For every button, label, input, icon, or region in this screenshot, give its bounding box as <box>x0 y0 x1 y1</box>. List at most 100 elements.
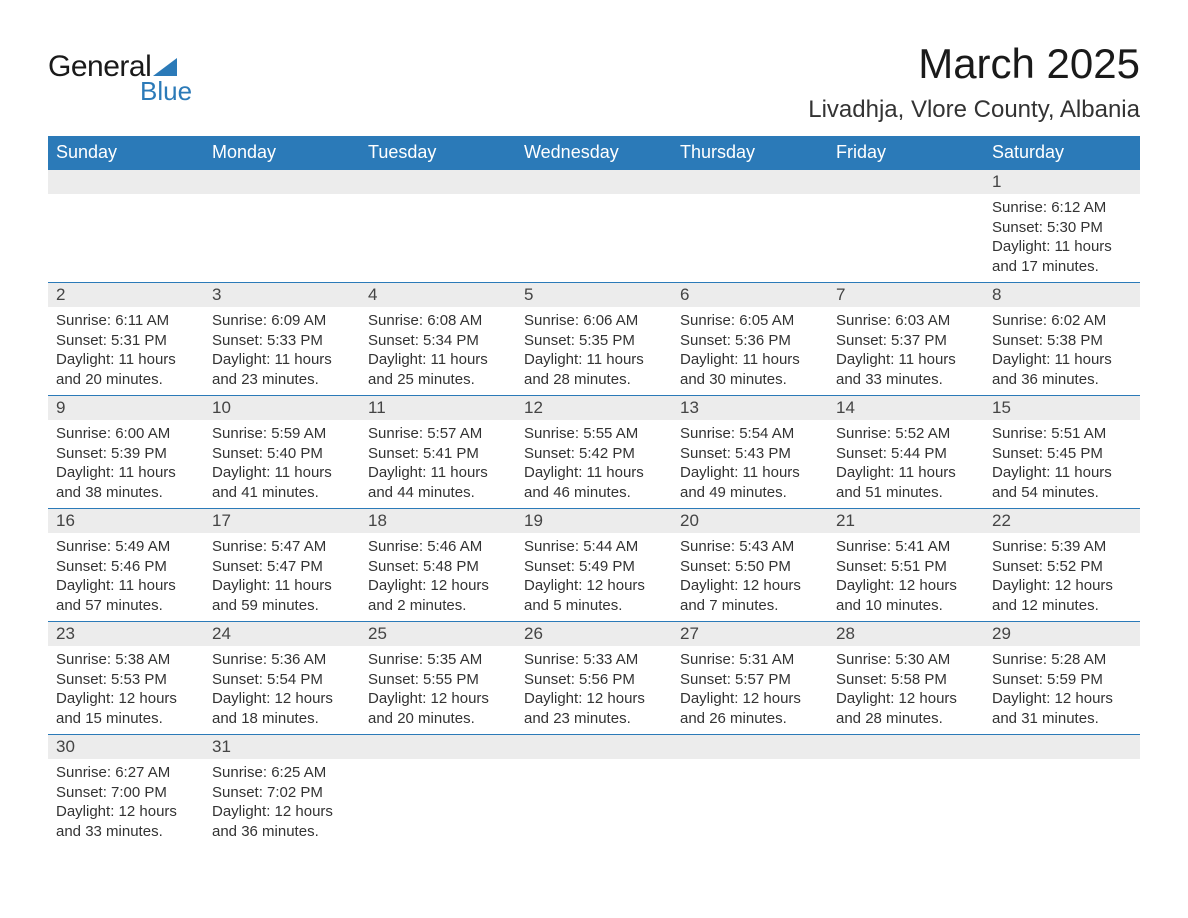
day-number-cell: 27 <box>672 622 828 647</box>
detail-row: Sunrise: 6:27 AMSunset: 7:00 PMDaylight:… <box>48 759 1140 847</box>
day-number-cell: 12 <box>516 396 672 421</box>
day-detail-cell <box>828 759 984 847</box>
weekday-header: Sunday <box>48 136 204 170</box>
day-detail-cell: Sunrise: 5:46 AMSunset: 5:48 PMDaylight:… <box>360 533 516 622</box>
day-detail-text: Sunrise: 5:46 AMSunset: 5:48 PMDaylight:… <box>368 537 508 615</box>
day-detail-cell <box>672 759 828 847</box>
detail-row: Sunrise: 6:11 AMSunset: 5:31 PMDaylight:… <box>48 307 1140 396</box>
day-detail-cell: Sunrise: 5:59 AMSunset: 5:40 PMDaylight:… <box>204 420 360 509</box>
day-detail-text: Sunrise: 5:39 AMSunset: 5:52 PMDaylight:… <box>992 537 1132 615</box>
day-detail-text: Sunrise: 6:12 AMSunset: 5:30 PMDaylight:… <box>992 198 1132 276</box>
day-number-cell: 8 <box>984 283 1140 308</box>
day-detail-cell: Sunrise: 6:09 AMSunset: 5:33 PMDaylight:… <box>204 307 360 396</box>
day-detail-text: Sunrise: 5:44 AMSunset: 5:49 PMDaylight:… <box>524 537 664 615</box>
detail-row: Sunrise: 5:38 AMSunset: 5:53 PMDaylight:… <box>48 646 1140 735</box>
day-number-cell: 7 <box>828 283 984 308</box>
day-number-cell <box>48 170 204 195</box>
weekday-header: Tuesday <box>360 136 516 170</box>
day-detail-cell <box>828 194 984 283</box>
day-number-cell: 5 <box>516 283 672 308</box>
daynum-row: 23242526272829 <box>48 622 1140 647</box>
day-number-cell: 17 <box>204 509 360 534</box>
month-title: March 2025 <box>808 40 1140 88</box>
day-detail-text: Sunrise: 6:27 AMSunset: 7:00 PMDaylight:… <box>56 763 196 841</box>
day-detail-text: Sunrise: 5:52 AMSunset: 5:44 PMDaylight:… <box>836 424 976 502</box>
day-detail-text: Sunrise: 5:43 AMSunset: 5:50 PMDaylight:… <box>680 537 820 615</box>
day-detail-text: Sunrise: 6:00 AMSunset: 5:39 PMDaylight:… <box>56 424 196 502</box>
day-detail-text: Sunrise: 5:36 AMSunset: 5:54 PMDaylight:… <box>212 650 352 728</box>
day-detail-cell <box>672 194 828 283</box>
day-detail-cell: Sunrise: 5:30 AMSunset: 5:58 PMDaylight:… <box>828 646 984 735</box>
day-number-cell: 19 <box>516 509 672 534</box>
day-detail-cell: Sunrise: 5:39 AMSunset: 5:52 PMDaylight:… <box>984 533 1140 622</box>
day-detail-cell <box>360 759 516 847</box>
day-detail-cell: Sunrise: 6:25 AMSunset: 7:02 PMDaylight:… <box>204 759 360 847</box>
day-number-cell <box>672 735 828 760</box>
day-number-cell <box>828 735 984 760</box>
day-detail-cell: Sunrise: 5:28 AMSunset: 5:59 PMDaylight:… <box>984 646 1140 735</box>
day-number-cell <box>204 170 360 195</box>
day-detail-text: Sunrise: 5:33 AMSunset: 5:56 PMDaylight:… <box>524 650 664 728</box>
weekday-header-row: Sunday Monday Tuesday Wednesday Thursday… <box>48 136 1140 170</box>
day-number-cell <box>360 735 516 760</box>
day-detail-cell: Sunrise: 5:41 AMSunset: 5:51 PMDaylight:… <box>828 533 984 622</box>
day-detail-cell: Sunrise: 6:02 AMSunset: 5:38 PMDaylight:… <box>984 307 1140 396</box>
daynum-row: 3031 <box>48 735 1140 760</box>
logo: General Blue <box>48 40 192 107</box>
calendar-grid: Sunday Monday Tuesday Wednesday Thursday… <box>48 136 1140 847</box>
header: General Blue March 2025 Livadhja, Vlore … <box>48 40 1140 124</box>
day-detail-text: Sunrise: 5:51 AMSunset: 5:45 PMDaylight:… <box>992 424 1132 502</box>
weekday-header: Friday <box>828 136 984 170</box>
day-detail-cell: Sunrise: 6:00 AMSunset: 5:39 PMDaylight:… <box>48 420 204 509</box>
daynum-row: 9101112131415 <box>48 396 1140 421</box>
day-detail-cell: Sunrise: 5:51 AMSunset: 5:45 PMDaylight:… <box>984 420 1140 509</box>
location-subtitle: Livadhja, Vlore County, Albania <box>808 96 1140 124</box>
day-detail-cell: Sunrise: 5:55 AMSunset: 5:42 PMDaylight:… <box>516 420 672 509</box>
day-number-cell: 21 <box>828 509 984 534</box>
day-detail-text: Sunrise: 5:35 AMSunset: 5:55 PMDaylight:… <box>368 650 508 728</box>
day-detail-cell <box>204 194 360 283</box>
detail-row: Sunrise: 6:12 AMSunset: 5:30 PMDaylight:… <box>48 194 1140 283</box>
day-number-cell: 26 <box>516 622 672 647</box>
day-detail-cell <box>516 194 672 283</box>
day-number-cell: 18 <box>360 509 516 534</box>
logo-triangle-icon <box>153 58 177 76</box>
day-detail-text: Sunrise: 5:38 AMSunset: 5:53 PMDaylight:… <box>56 650 196 728</box>
day-detail-cell: Sunrise: 5:44 AMSunset: 5:49 PMDaylight:… <box>516 533 672 622</box>
day-detail-text: Sunrise: 6:25 AMSunset: 7:02 PMDaylight:… <box>212 763 352 841</box>
day-number-cell: 30 <box>48 735 204 760</box>
title-block: March 2025 Livadhja, Vlore County, Alban… <box>808 40 1140 124</box>
day-number-cell: 29 <box>984 622 1140 647</box>
detail-row: Sunrise: 6:00 AMSunset: 5:39 PMDaylight:… <box>48 420 1140 509</box>
day-number-cell: 22 <box>984 509 1140 534</box>
day-number-cell <box>516 735 672 760</box>
logo-text-general: General <box>48 50 151 84</box>
day-number-cell: 1 <box>984 170 1140 195</box>
day-detail-cell: Sunrise: 5:47 AMSunset: 5:47 PMDaylight:… <box>204 533 360 622</box>
day-detail-text: Sunrise: 6:11 AMSunset: 5:31 PMDaylight:… <box>56 311 196 389</box>
day-detail-cell: Sunrise: 6:11 AMSunset: 5:31 PMDaylight:… <box>48 307 204 396</box>
day-number-cell: 11 <box>360 396 516 421</box>
day-number-cell: 6 <box>672 283 828 308</box>
day-number-cell: 20 <box>672 509 828 534</box>
day-detail-text: Sunrise: 5:28 AMSunset: 5:59 PMDaylight:… <box>992 650 1132 728</box>
day-number-cell: 10 <box>204 396 360 421</box>
day-number-cell: 28 <box>828 622 984 647</box>
calendar-body: 1 Sunrise: 6:12 AMSunset: 5:30 PMDayligh… <box>48 170 1140 848</box>
day-number-cell: 2 <box>48 283 204 308</box>
day-number-cell: 31 <box>204 735 360 760</box>
day-detail-text: Sunrise: 5:49 AMSunset: 5:46 PMDaylight:… <box>56 537 196 615</box>
day-detail-cell: Sunrise: 5:54 AMSunset: 5:43 PMDaylight:… <box>672 420 828 509</box>
weekday-header: Thursday <box>672 136 828 170</box>
day-detail-cell: Sunrise: 6:06 AMSunset: 5:35 PMDaylight:… <box>516 307 672 396</box>
day-detail-cell <box>48 194 204 283</box>
day-detail-text: Sunrise: 5:54 AMSunset: 5:43 PMDaylight:… <box>680 424 820 502</box>
day-number-cell: 4 <box>360 283 516 308</box>
day-detail-text: Sunrise: 5:55 AMSunset: 5:42 PMDaylight:… <box>524 424 664 502</box>
day-detail-cell: Sunrise: 5:33 AMSunset: 5:56 PMDaylight:… <box>516 646 672 735</box>
detail-row: Sunrise: 5:49 AMSunset: 5:46 PMDaylight:… <box>48 533 1140 622</box>
day-detail-cell <box>360 194 516 283</box>
day-detail-text: Sunrise: 5:31 AMSunset: 5:57 PMDaylight:… <box>680 650 820 728</box>
day-number-cell <box>672 170 828 195</box>
day-number-cell: 25 <box>360 622 516 647</box>
